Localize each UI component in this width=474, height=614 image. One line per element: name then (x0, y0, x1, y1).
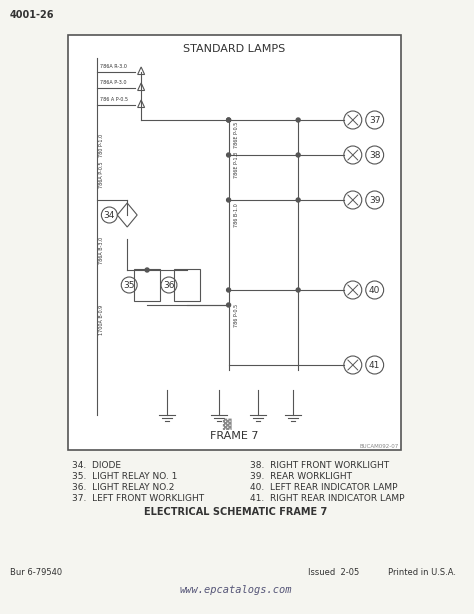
Text: 786A P-3.0: 786A P-3.0 (100, 80, 127, 85)
Circle shape (227, 288, 230, 292)
Text: 41.  RIGHT REAR INDICATOR LAMP: 41. RIGHT REAR INDICATOR LAMP (250, 494, 405, 503)
Text: 40.  LEFT REAR INDICATOR LAMP: 40. LEFT REAR INDICATOR LAMP (250, 483, 398, 492)
Circle shape (227, 153, 230, 157)
Text: 36.  LIGHT RELAY NO.2: 36. LIGHT RELAY NO.2 (72, 483, 174, 492)
Circle shape (296, 288, 300, 292)
Circle shape (145, 268, 149, 272)
Text: 38.  RIGHT FRONT WORKLIGHT: 38. RIGHT FRONT WORKLIGHT (250, 461, 390, 470)
Text: 786 P-0.5: 786 P-0.5 (234, 303, 238, 327)
Text: Issued  2-05: Issued 2-05 (308, 568, 359, 577)
Text: 35.  LIGHT RELAY NO. 1: 35. LIGHT RELAY NO. 1 (72, 472, 177, 481)
Text: STANDARD LAMPS: STANDARD LAMPS (183, 44, 285, 54)
Text: Bur 6-79540: Bur 6-79540 (10, 568, 62, 577)
Text: 38: 38 (369, 150, 381, 160)
Text: 34.  DIODE: 34. DIODE (72, 461, 120, 470)
Text: 786A P-0.5: 786A P-0.5 (100, 161, 104, 188)
Circle shape (227, 118, 230, 122)
Text: 786E P-0.5: 786E P-0.5 (234, 122, 238, 148)
Text: 37.  LEFT FRONT WORKLIGHT: 37. LEFT FRONT WORKLIGHT (72, 494, 204, 503)
Text: 4001-26: 4001-26 (10, 10, 55, 20)
Bar (68, 35, 401, 450)
Text: 786A R-3.0: 786A R-3.0 (100, 64, 127, 69)
Circle shape (296, 198, 300, 202)
Text: 37: 37 (369, 115, 381, 125)
Text: 786 B-1.0: 786 B-1.0 (234, 203, 238, 227)
Text: BUCAM092-07: BUCAM092-07 (359, 443, 399, 448)
Circle shape (296, 118, 300, 122)
Text: 786A B-3.0: 786A B-3.0 (100, 236, 104, 263)
Circle shape (227, 303, 230, 307)
Text: Printed in U.S.A.: Printed in U.S.A. (388, 568, 456, 577)
Text: FRAME 7: FRAME 7 (210, 431, 258, 441)
Circle shape (227, 198, 230, 202)
Text: 786E P-1.3: 786E P-1.3 (234, 152, 238, 178)
Circle shape (227, 118, 230, 122)
Text: 1700A B-0.9: 1700A B-0.9 (100, 305, 104, 335)
Text: 39.  REAR WORKLIGHT: 39. REAR WORKLIGHT (250, 472, 353, 481)
Text: 786 A P-0.5: 786 A P-0.5 (100, 97, 128, 102)
Text: 36: 36 (163, 281, 175, 289)
Bar (174, 269, 200, 301)
Text: ELECTRICAL SCHEMATIC FRAME 7: ELECTRICAL SCHEMATIC FRAME 7 (144, 507, 327, 517)
Text: www.epcatalogs.com: www.epcatalogs.com (179, 585, 292, 595)
Text: ▓: ▓ (222, 418, 231, 430)
Circle shape (296, 153, 300, 157)
Text: 34: 34 (104, 211, 115, 219)
Text: 39: 39 (369, 195, 381, 204)
Text: 40: 40 (369, 286, 380, 295)
Text: 780 P-1.0: 780 P-1.0 (100, 133, 104, 157)
Bar (134, 269, 160, 301)
Text: 41: 41 (369, 360, 380, 370)
Text: 35: 35 (123, 281, 135, 289)
